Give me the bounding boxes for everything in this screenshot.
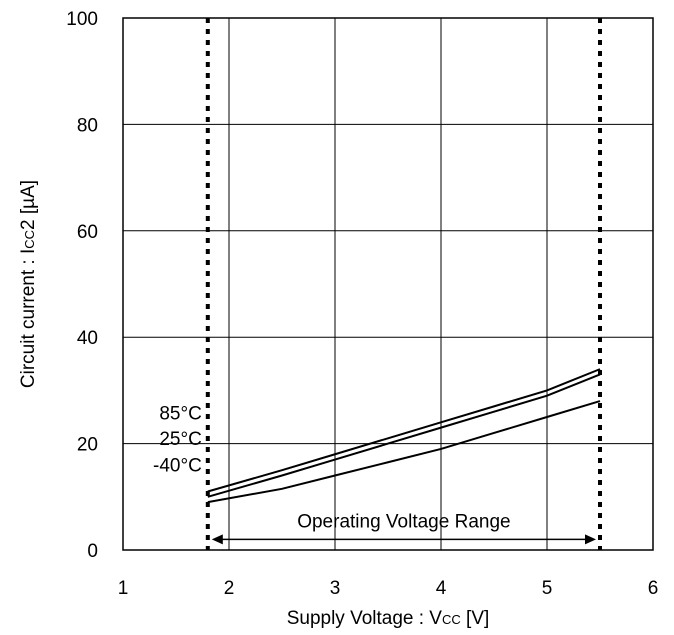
x-tick-label: 2 xyxy=(224,578,235,599)
operating-range-arrow xyxy=(211,534,596,545)
operating-range-bounds xyxy=(205,18,602,550)
y-tick-label: 0 xyxy=(87,541,98,562)
x-axis-title: Supply Voltage : VCC [V] xyxy=(287,608,490,629)
series-line xyxy=(207,368,601,493)
x-tick-label: 6 xyxy=(648,578,659,599)
y-axis-title-main: Circuit current : I xyxy=(18,249,39,388)
y-axis-title-sub: CC xyxy=(22,230,37,249)
series-lines xyxy=(207,368,601,504)
grid-lines xyxy=(123,18,653,550)
series-label: 85°C xyxy=(159,404,201,425)
x-axis-title-unit: [V] xyxy=(461,608,490,629)
arrow-head-right xyxy=(585,534,596,545)
x-tick-label: 3 xyxy=(330,578,341,599)
x-tick-labels: 1 2 3 4 5 6 xyxy=(118,578,659,599)
operating-range-label: Operating Voltage Range xyxy=(297,511,510,532)
x-axis-title-sub: CC xyxy=(442,612,461,627)
series-label: -40°C xyxy=(153,455,202,476)
series-labels: 85°C 25°C -40°C xyxy=(153,404,202,477)
plot-frame xyxy=(122,17,654,551)
y-axis-title: Circuit current : ICC2 [µA] xyxy=(18,180,39,388)
x-tick-label: 4 xyxy=(436,578,447,599)
y-axis-title-unit: 2 [µA] xyxy=(18,180,39,230)
y-tick-label: 40 xyxy=(77,328,98,349)
series-line xyxy=(207,400,601,504)
y-tick-labels: 0 20 40 60 80 100 xyxy=(66,9,98,562)
x-tick-label: 1 xyxy=(118,578,129,599)
x-tick-label: 5 xyxy=(542,578,553,599)
y-tick-label: 100 xyxy=(66,9,98,30)
y-tick-label: 80 xyxy=(77,115,98,136)
series-label: 25°C xyxy=(159,429,201,450)
y-tick-label: 60 xyxy=(77,222,98,243)
series-line xyxy=(207,373,601,498)
y-tick-label: 20 xyxy=(77,435,98,456)
arrow-head-left xyxy=(211,534,223,545)
x-axis-title-main: Supply Voltage : V xyxy=(287,608,443,629)
